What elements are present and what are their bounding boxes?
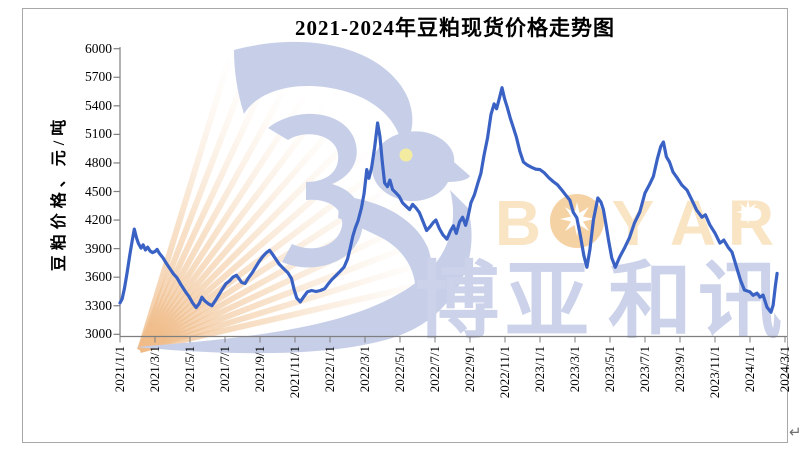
watermark-stripe — [137, 92, 309, 352]
x-tick-label: 2022/9/1 — [462, 346, 477, 393]
y-tick-label: 3900 — [85, 240, 112, 256]
brand-watermark-cn-char: 亚 — [505, 254, 589, 348]
x-tick-label: 2023/9/1 — [672, 346, 687, 393]
starburst-icon — [736, 200, 760, 224]
watermark-stripe — [137, 132, 358, 353]
swallow-bird-logo — [338, 196, 432, 304]
y-tick-label: 4800 — [85, 154, 112, 170]
x-tick-label: 2023/11/1 — [707, 346, 722, 399]
y-tick-label: 5700 — [85, 69, 112, 85]
watermark-stripe — [137, 57, 233, 351]
brand-watermark-letter: B — [495, 187, 541, 259]
x-tick-label: 2021/1/1 — [112, 346, 127, 393]
paragraph-return-mark: ↵ — [789, 423, 801, 441]
x-tick-label: 2021/7/1 — [217, 346, 232, 393]
brand-watermark-cn-char: 博 — [415, 254, 499, 348]
x-tick-label: 2021/9/1 — [252, 346, 267, 393]
x-tick-label: 2021/5/1 — [182, 346, 197, 393]
brand-watermark-cn-char: 讯 — [698, 254, 782, 348]
x-tick-label: 2023/3/1 — [567, 346, 582, 393]
watermark-stripe — [137, 81, 291, 352]
y-tick-label: 5100 — [85, 126, 112, 142]
x-tick-label: 2022/7/1 — [427, 346, 442, 393]
y-tick-label: 5400 — [85, 97, 112, 113]
brand-watermark-letter: R — [728, 187, 774, 259]
watermark-stripe — [138, 218, 418, 353]
bird-eye — [399, 148, 413, 162]
x-tick-label: 2021/11/1 — [287, 346, 302, 399]
swallow-bird-logo — [371, 131, 470, 202]
y-tick-label: 3600 — [85, 269, 112, 285]
y-tick-label: 4500 — [85, 183, 112, 199]
watermark-stripe — [137, 104, 326, 352]
chart-title: 2021-2024年豆粕现货价格走势图 — [295, 16, 615, 40]
watermark-stripe — [137, 64, 253, 352]
swallow-bird-logo — [136, 190, 472, 354]
brand-watermark-cn-char: 和 — [608, 254, 692, 348]
x-tick-label: 2024/1/1 — [742, 346, 757, 393]
x-tick-label: 2023/1/1 — [532, 346, 547, 393]
watermark-stripe — [137, 72, 272, 352]
y-tick-label: 3300 — [85, 297, 112, 313]
watermark-stripe — [137, 117, 343, 352]
y-axis-title: 豆粕价格、元/吨 — [51, 114, 68, 272]
price-line-series — [118, 86, 779, 314]
x-tick-label: 2022/5/1 — [392, 346, 407, 393]
x-tick-label: 2022/3/1 — [357, 346, 372, 393]
watermark-stripe — [139, 257, 433, 353]
y-tick-label: 4200 — [85, 212, 112, 228]
x-tick-label: 2021/3/1 — [147, 346, 162, 393]
swallow-bird-logo — [268, 113, 363, 268]
x-tick-label: 2023/5/1 — [602, 346, 617, 393]
y-tick-label: 3000 — [85, 326, 112, 342]
x-tick-label: 2022/11/1 — [497, 346, 512, 399]
swallow-bird-logo — [234, 41, 413, 148]
x-tick-label: 2023/7/1 — [637, 346, 652, 393]
y-tick-label: 6000 — [85, 40, 112, 56]
watermark-stripe — [138, 237, 426, 353]
x-tick-label: 2024/3/1 — [777, 346, 792, 393]
x-tick-label: 2022/1/1 — [322, 346, 337, 393]
